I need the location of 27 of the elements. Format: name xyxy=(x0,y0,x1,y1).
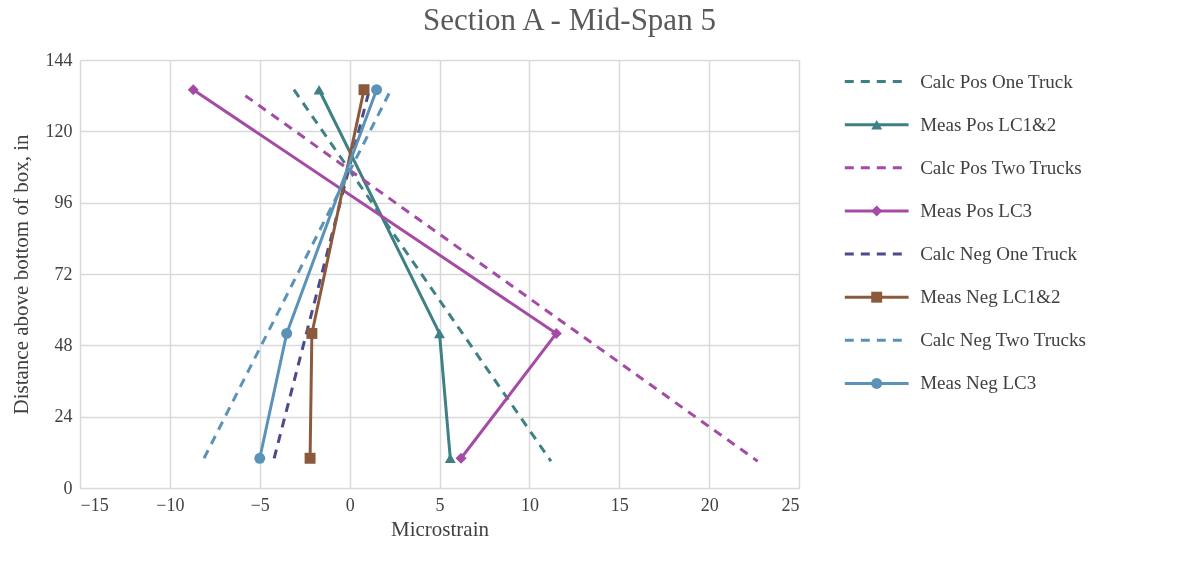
legend-label: Calc Pos One Truck xyxy=(920,70,1074,92)
legend-label: Calc Pos Two Trucks xyxy=(920,156,1082,178)
y-tick-label: 48 xyxy=(54,334,73,355)
x-tick-label: −10 xyxy=(156,494,185,515)
legend-label: Meas Neg LC1&2 xyxy=(920,286,1061,308)
x-tick-label: 15 xyxy=(610,494,629,515)
y-tick-label: 0 xyxy=(63,477,73,498)
legend-label: Calc Neg Two Trucks xyxy=(920,329,1086,351)
x-tick-label: 5 xyxy=(435,494,445,515)
y-axis-title: Distance above bottom of box, in xyxy=(8,134,33,415)
y-tick-label: 24 xyxy=(54,406,73,427)
x-axis-title: Microstrain xyxy=(391,516,490,541)
y-tick-label: 96 xyxy=(54,192,73,213)
x-tick-label: −5 xyxy=(250,494,270,515)
y-tick-label: 72 xyxy=(54,263,73,284)
x-tick-label: 20 xyxy=(700,494,719,515)
legend-label: Meas Pos LC1&2 xyxy=(920,113,1057,135)
chart-title: Section A - Mid-Span 5 xyxy=(423,2,716,37)
x-tick-label: 25 xyxy=(781,494,800,515)
y-tick-label: 120 xyxy=(45,120,73,141)
legend-label: Calc Neg One Truck xyxy=(920,243,1078,265)
legend-label: Meas Pos LC3 xyxy=(920,199,1033,221)
legend-label: Meas Neg LC3 xyxy=(920,372,1037,394)
x-tick-label: 0 xyxy=(345,494,355,515)
x-tick-label: 10 xyxy=(520,494,539,515)
x-tick-label: −15 xyxy=(80,494,109,515)
y-tick-label: 144 xyxy=(45,49,73,70)
